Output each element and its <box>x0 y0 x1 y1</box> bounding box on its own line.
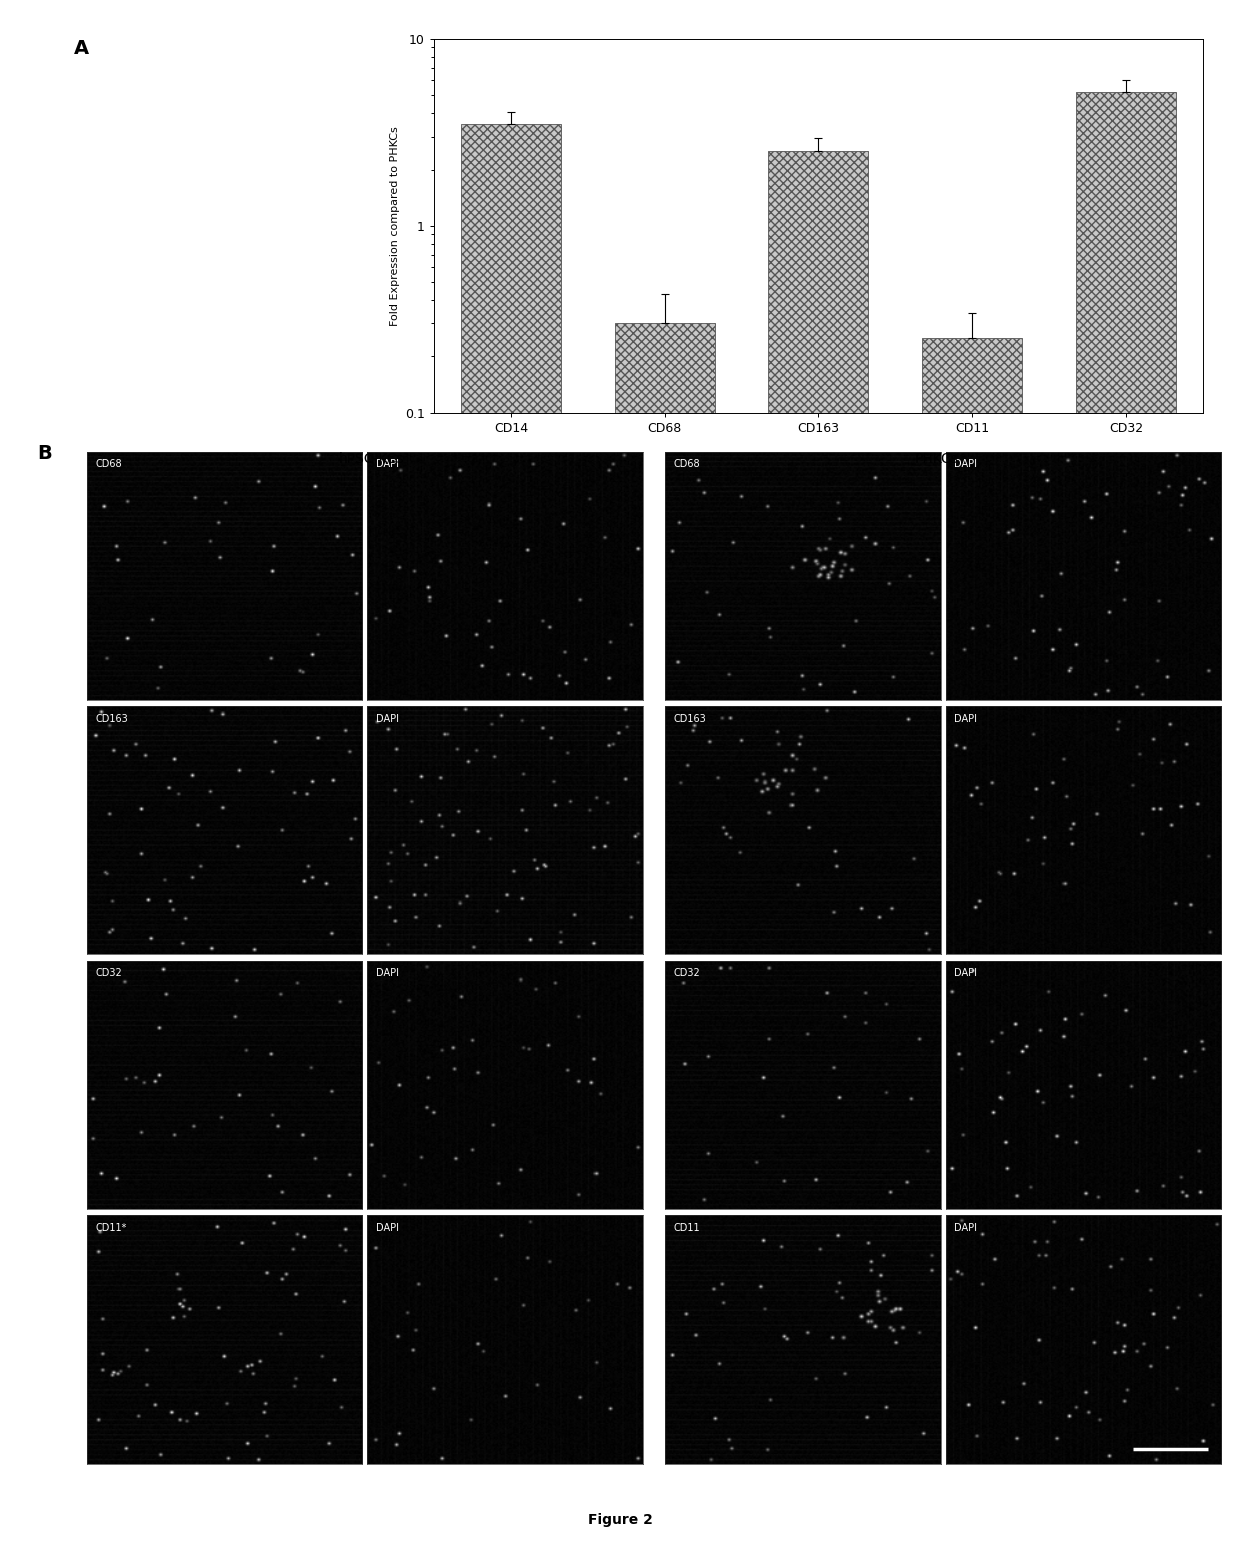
Text: DAPI: DAPI <box>376 713 398 724</box>
Text: CD32: CD32 <box>673 968 701 978</box>
Text: DAPI: DAPI <box>376 968 398 978</box>
Text: CD32: CD32 <box>95 968 122 978</box>
Text: B: B <box>37 444 52 462</box>
Text: CD163: CD163 <box>673 713 707 724</box>
Text: CD68: CD68 <box>95 459 122 469</box>
Text: CD11: CD11 <box>673 1222 701 1233</box>
Bar <box>615 324 714 1557</box>
Text: PHKCs: PHKCs <box>914 452 959 466</box>
Text: DAPI: DAPI <box>376 459 398 469</box>
Bar <box>461 125 560 1557</box>
Text: CD163: CD163 <box>95 713 128 724</box>
Bar <box>769 151 868 1557</box>
Text: hPSC-KCs: hPSC-KCs <box>340 452 404 466</box>
Text: Figure 2: Figure 2 <box>588 1513 652 1527</box>
Text: DAPI: DAPI <box>954 459 977 469</box>
Text: CD11*: CD11* <box>95 1222 126 1233</box>
Text: A: A <box>74 39 89 58</box>
Text: DAPI: DAPI <box>954 1222 977 1233</box>
Bar <box>923 338 1022 1557</box>
Text: DAPI: DAPI <box>376 1222 398 1233</box>
Text: DAPI: DAPI <box>954 713 977 724</box>
Bar <box>1076 92 1176 1557</box>
Y-axis label: Fold Expression compared to PHKCs: Fold Expression compared to PHKCs <box>389 126 399 325</box>
Text: DAPI: DAPI <box>954 968 977 978</box>
Text: CD68: CD68 <box>673 459 701 469</box>
